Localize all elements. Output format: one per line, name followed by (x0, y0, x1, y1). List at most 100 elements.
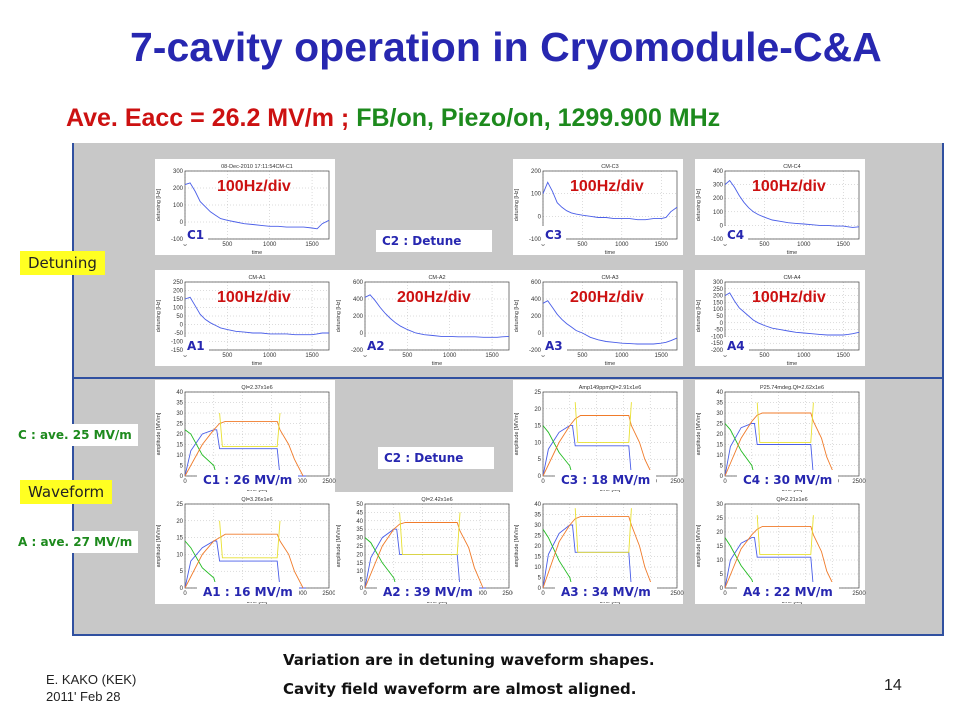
chart-title: CM-C4 (783, 164, 800, 170)
x-tick-label: 1000 (615, 353, 629, 359)
chart-title: Ql=2.37x1e6 (241, 385, 272, 391)
y-tick-label: -150 (711, 341, 724, 347)
x-tick-label: 0 (723, 353, 727, 359)
y-tick-label: 20 (716, 432, 723, 438)
y-tick-label: 200 (713, 294, 724, 300)
y-tick-label: 20 (176, 519, 183, 525)
x-axis-label: time (787, 250, 797, 256)
series-line (184, 533, 304, 589)
y-tick-label: 10 (356, 569, 363, 575)
x-axis-label: time (432, 361, 442, 367)
series-line (184, 296, 329, 336)
y-tick-label: 150 (173, 297, 184, 303)
y-tick-label: 200 (713, 196, 724, 202)
y-tick-label: 200 (353, 314, 364, 320)
y-tick-label: 25 (716, 422, 723, 428)
x-tick-label: 0 (541, 353, 545, 359)
y-tick-label: 25 (176, 422, 183, 428)
cavity-label-A3: A3 (541, 337, 567, 355)
series-line (219, 520, 281, 559)
series-line (364, 294, 510, 338)
x-tick-label: 1500 (837, 242, 851, 248)
y-tick-label: 0 (180, 586, 184, 592)
y-tick-label: 100 (713, 307, 724, 313)
y-tick-label: 0 (720, 321, 724, 327)
x-tick-label: 2000 (294, 591, 308, 597)
y-tick-label: 25 (534, 534, 541, 540)
chart-title: 08-Dec-2010 17:11:54CM-C1 (221, 164, 293, 170)
x-axis-label: time [us] (782, 487, 803, 493)
y-tick-label: -100 (171, 340, 184, 346)
field-label-A2w: A2 : 39 MV/m (377, 582, 479, 602)
y-tick-label: 5 (720, 464, 724, 470)
x-tick-label: 500 (222, 242, 233, 248)
y-tick-label: 0 (360, 331, 364, 337)
x-tick-label: 0 (183, 242, 187, 248)
y-tick-label: 50 (716, 314, 723, 320)
y-axis-label: amplitude [MV/m] (336, 524, 342, 567)
y-tick-label: 200 (173, 186, 184, 192)
plot-frame (364, 281, 510, 351)
field-label-A3w: A3 : 34 MV/m (555, 582, 657, 602)
a-average-label: A : ave. 27 MV/m (12, 531, 139, 553)
x-tick-label: 2000 (294, 479, 308, 485)
subtitle-conditions: FB/on, Piezo/on, 1299.900 MHz (356, 104, 721, 132)
panel-divider (72, 377, 944, 379)
x-tick-label: 1000 (263, 353, 277, 359)
series-line (724, 292, 860, 336)
y-tick-label: 25 (176, 502, 183, 508)
y-tick-label: -200 (711, 348, 724, 354)
x-axis-label: time [us] (782, 599, 803, 605)
y-tick-label: -100 (171, 237, 184, 243)
page-number: 14 (884, 677, 902, 694)
chart-title: CM-C3 (601, 164, 618, 170)
chart-C1w: 051015202530354005001000150020002500Ql=2… (155, 380, 336, 493)
series-line (574, 402, 632, 443)
x-tick-label: 0 (183, 591, 187, 597)
x-tick-label: 2500 (670, 479, 684, 485)
field-label-C1w: C1 : 26 MV/m (197, 470, 299, 490)
y-axis-label: amplitude [MV/m] (696, 412, 702, 455)
y-tick-label: 200 (173, 289, 184, 295)
scale-label-C1: 100Hz/div (217, 178, 291, 195)
cavity-label-A4: A4 (723, 337, 749, 355)
y-tick-label: 25 (534, 390, 541, 396)
x-tick-label: 0 (541, 591, 545, 597)
y-axis-label: detuning [Hz] (696, 299, 702, 332)
y-tick-label: 5 (180, 464, 184, 470)
cavity-label-C1: C1 (183, 226, 209, 244)
y-tick-label: 35 (716, 401, 723, 407)
x-tick-label: 0 (183, 353, 187, 359)
y-tick-label: 400 (353, 297, 364, 303)
y-tick-label: 0 (720, 474, 724, 480)
y-tick-label: 20 (534, 407, 541, 413)
y-axis-label: detuning [Hz] (696, 188, 702, 221)
y-axis-label: detuning [Hz] (336, 299, 342, 332)
series-line (542, 300, 678, 345)
y-tick-label: 20 (356, 552, 363, 558)
y-tick-label: -100 (529, 237, 542, 243)
y-axis-label: detuning [Hz] (156, 299, 162, 332)
y-tick-label: 15 (716, 544, 723, 550)
x-tick-label: 0 (541, 242, 545, 248)
x-tick-label: 500 (759, 353, 770, 359)
y-tick-label: 0 (538, 214, 542, 220)
x-tick-label: 1000 (443, 353, 457, 359)
plot-frame (724, 170, 860, 240)
series-line (364, 522, 484, 589)
y-tick-label: 0 (720, 223, 724, 229)
y-tick-label: 50 (356, 502, 363, 508)
chart-title: P25.74mdeg.Ql=2.62x1e6 (760, 385, 824, 391)
scale-label-A2: 200Hz/div (397, 289, 471, 306)
y-tick-label: 40 (534, 502, 541, 508)
y-tick-label: 15 (716, 443, 723, 449)
y-tick-label: 10 (176, 552, 183, 558)
y-tick-label: 10 (534, 565, 541, 571)
x-tick-label: 1500 (655, 353, 669, 359)
y-tick-label: -100 (711, 334, 724, 340)
y-tick-label: 10 (176, 453, 183, 459)
y-tick-label: 40 (716, 390, 723, 396)
